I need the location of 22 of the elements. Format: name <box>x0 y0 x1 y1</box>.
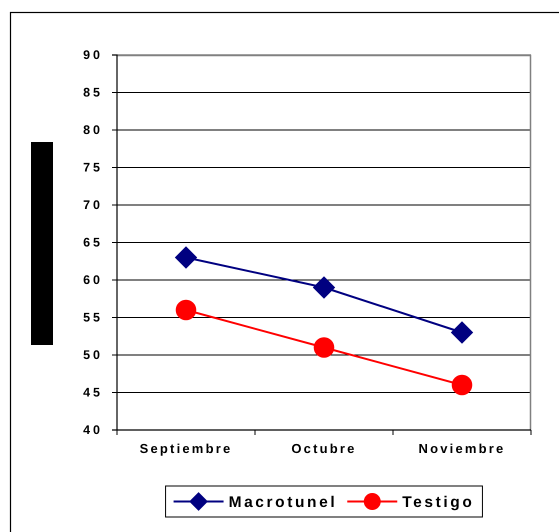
point <box>313 276 335 298</box>
x-tick-label: Octubre <box>291 441 357 456</box>
x-tick-label: Noviembre <box>418 441 506 456</box>
legend-label: Testigo <box>402 494 474 511</box>
y-tick-label: 70 <box>83 198 103 212</box>
y-tick-label: 90 <box>83 48 103 62</box>
y-tick-label: 65 <box>83 236 103 250</box>
y-tick-label: 80 <box>83 123 103 137</box>
y-tick-label: 45 <box>83 386 103 400</box>
y-tick-label: 40 <box>83 423 103 437</box>
point <box>314 337 334 358</box>
y-tick-label: 55 <box>83 310 103 324</box>
y-tick-label: 85 <box>83 86 103 100</box>
y-tick-label: 50 <box>83 348 103 362</box>
y-tick-label: 75 <box>83 160 103 174</box>
point <box>451 322 473 344</box>
point <box>176 300 196 320</box>
point <box>452 374 472 396</box>
y-tick-label: 60 <box>83 273 103 287</box>
x-tick-label: Septiembre <box>140 441 232 456</box>
legend-label: Macrotunel <box>228 494 338 511</box>
point <box>175 246 197 268</box>
